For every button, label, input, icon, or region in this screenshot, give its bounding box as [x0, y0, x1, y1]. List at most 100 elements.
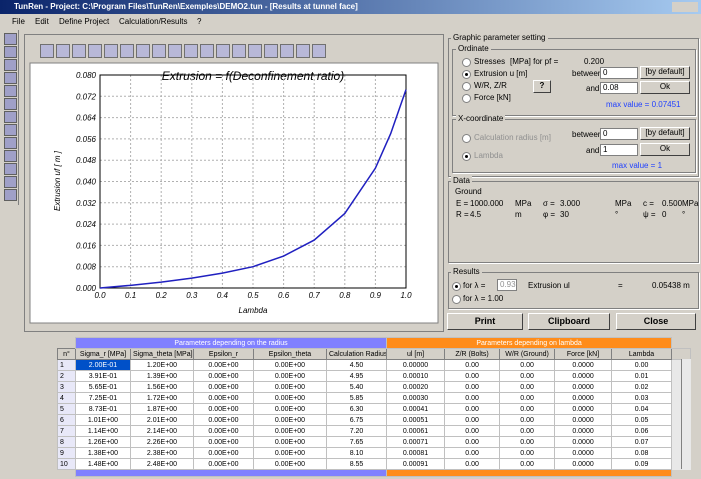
table-cell: 7.25E-01 — [75, 392, 131, 404]
settings-group — [448, 38, 699, 177]
toolbar-icon[interactable] — [4, 85, 17, 97]
table-cell: 0.00 — [499, 359, 556, 371]
label: between: — [572, 130, 605, 139]
label: and: — [586, 84, 602, 93]
scrollbar[interactable] — [681, 359, 691, 469]
input[interactable]: 0.08 — [600, 82, 638, 94]
toolbar-icon[interactable] — [120, 44, 134, 58]
radio[interactable] — [462, 70, 471, 79]
results-table: Parameters depending on the radius Parame… — [57, 337, 692, 477]
table-cell: 0.04 — [611, 403, 673, 415]
table-cell: 1.72E+00 — [130, 392, 194, 404]
toolbar-icon[interactable] — [4, 189, 17, 201]
toolbar-icon[interactable] — [88, 44, 102, 58]
column-header: Calculation Radius — [325, 348, 388, 360]
toolbar-icon[interactable] — [4, 150, 17, 162]
table-cell: 0.08 — [611, 447, 673, 459]
toolbar-icon[interactable] — [40, 44, 54, 58]
ground-value: 3.000 — [560, 199, 581, 208]
default-button[interactable]: [by default] — [640, 66, 690, 79]
toolbar-icon[interactable] — [4, 72, 17, 84]
input[interactable]: 0 — [600, 67, 638, 79]
column-header: Z/R (Bolts) — [444, 348, 501, 360]
toolbar-icon[interactable] — [4, 33, 17, 45]
group-header: Parameters depending on the radius — [74, 337, 388, 349]
toolbar-icon[interactable] — [4, 59, 17, 71]
blank — [57, 337, 76, 349]
radio[interactable] — [462, 134, 471, 143]
toolbar-icon[interactable] — [136, 44, 150, 58]
input[interactable]: 1 — [600, 144, 638, 156]
toolbar-icon[interactable] — [184, 44, 198, 58]
ground-value: 30 — [560, 210, 569, 219]
menu-item[interactable]: Define Project — [59, 17, 110, 26]
ground-value: R = — [456, 210, 469, 219]
button[interactable]: Clipboard — [528, 313, 610, 330]
table-cell: 0.00081 — [386, 447, 446, 459]
left-toolbar — [2, 30, 19, 205]
input[interactable]: 0 — [600, 128, 638, 140]
toolbar-icon[interactable] — [248, 44, 262, 58]
default-button[interactable]: [by default] — [640, 127, 690, 140]
window-controls[interactable] — [672, 2, 698, 12]
toolbar-icon[interactable] — [4, 111, 17, 123]
ground-value: ° — [615, 210, 619, 219]
ok-button[interactable]: Ok — [640, 143, 690, 156]
toolbar-icon[interactable] — [152, 44, 166, 58]
ok-button[interactable]: Ok — [640, 81, 690, 94]
table-cell: 0.00 — [499, 458, 556, 470]
table-cell: 6.30 — [325, 403, 388, 415]
ground-title: Ground — [455, 187, 482, 196]
toolbar-icon[interactable] — [312, 44, 326, 58]
table-cell: 0.00010 — [386, 370, 446, 382]
toolbar-icon[interactable] — [4, 176, 17, 188]
menu-item[interactable]: Calculation/Results — [119, 17, 188, 26]
toolbar-icon[interactable] — [200, 44, 214, 58]
menu-item[interactable]: ? — [197, 17, 202, 26]
table-cell: 1.26E+00 — [75, 436, 131, 448]
table-cell: 0.00E+00 — [253, 458, 327, 470]
table-cell: 2.00E-01 — [75, 359, 131, 371]
toolbar-icon[interactable] — [4, 98, 17, 110]
table-cell: 1.56E+00 — [130, 381, 194, 393]
radio[interactable] — [462, 82, 471, 91]
table-cell: 0.00E+00 — [193, 359, 254, 371]
toolbar-icon[interactable] — [4, 163, 17, 175]
toolbar-icon[interactable] — [104, 44, 118, 58]
help-button[interactable]: ? — [533, 80, 551, 93]
table-cell: 2.48E+00 — [130, 458, 194, 470]
toolbar-icon[interactable] — [232, 44, 246, 58]
toolbar-icon[interactable] — [56, 44, 70, 58]
radio[interactable] — [452, 282, 461, 291]
x-tick-label: 0.3 — [186, 291, 198, 300]
value: 0.200 — [584, 57, 605, 66]
input[interactable]: 0.93 — [497, 279, 517, 291]
result-value: 0.05438 m — [652, 281, 690, 290]
ground-value: E = — [456, 199, 469, 208]
ground-value: MPa — [682, 199, 699, 208]
toolbar-icon[interactable] — [4, 124, 17, 136]
group-header: Parameters depending on lambda — [386, 337, 673, 349]
toolbar-icon[interactable] — [280, 44, 294, 58]
menu-item[interactable]: Edit — [35, 17, 49, 26]
y-tick-label: 0.048 — [76, 156, 97, 165]
toolbar-icon[interactable] — [72, 44, 86, 58]
radio[interactable] — [452, 295, 461, 304]
radio[interactable] — [462, 58, 471, 67]
button[interactable]: Print — [447, 313, 523, 330]
radio[interactable] — [462, 94, 471, 103]
x-tick-label: 0.0 — [94, 291, 106, 300]
button[interactable]: Close — [616, 313, 696, 330]
table-cell: 4 — [57, 392, 76, 404]
toolbar-icon[interactable] — [168, 44, 182, 58]
menu-item[interactable]: File — [12, 17, 25, 26]
radio-label: Lambda — [474, 151, 503, 160]
toolbar-icon[interactable] — [4, 46, 17, 58]
toolbar-icon[interactable] — [264, 44, 278, 58]
toolbar-icon[interactable] — [216, 44, 230, 58]
toolbar-icon[interactable] — [296, 44, 310, 58]
radio[interactable] — [462, 152, 471, 161]
ground-value: MPa — [515, 199, 532, 208]
toolbar-icon[interactable] — [4, 137, 17, 149]
table-cell: 5.85 — [325, 392, 388, 404]
